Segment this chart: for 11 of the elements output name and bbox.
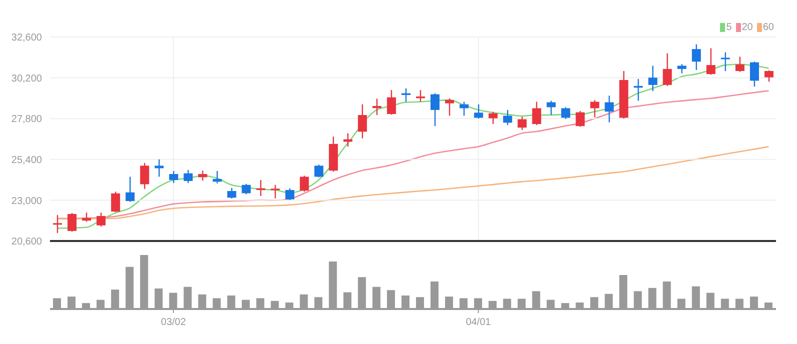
y-tick-label: 32,600: [11, 32, 42, 44]
y-tick-label: 30,200: [11, 73, 42, 84]
legend-label: 5: [726, 22, 732, 33]
y-tick-label: 20,600: [11, 236, 42, 248]
legend-label: 20: [742, 22, 753, 33]
legend-label: 60: [762, 22, 774, 33]
y-tick-label: 23,000: [11, 196, 42, 207]
y-tick-label: 27,800: [11, 114, 42, 126]
y-tick-label: 25,400: [11, 154, 42, 166]
x-tick-label: 04/01: [466, 317, 492, 328]
x-tick-label: 03/02: [160, 317, 186, 328]
